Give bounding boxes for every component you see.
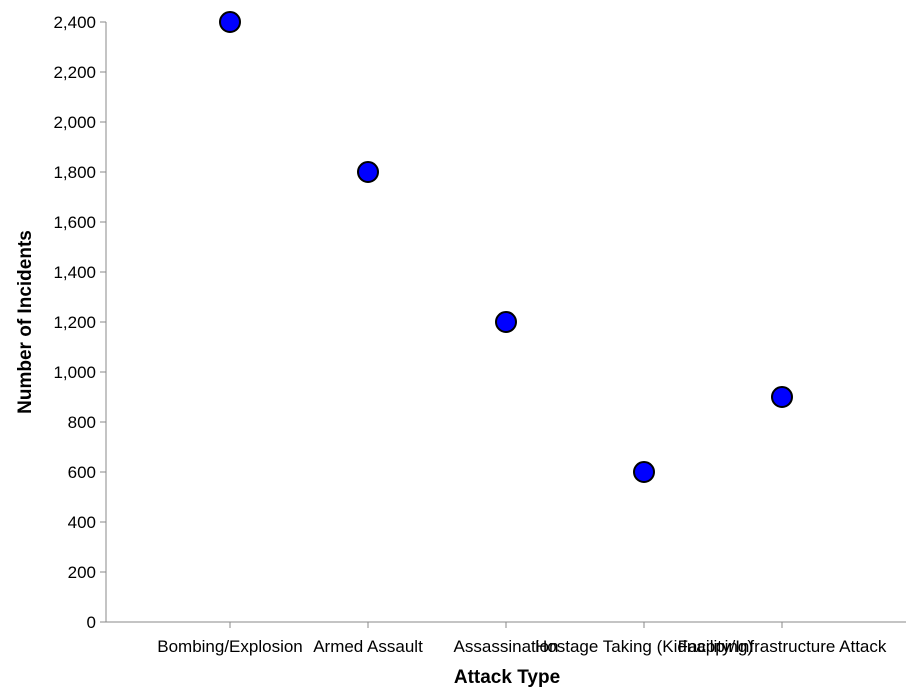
x-tick-label: Armed Assault xyxy=(313,637,423,656)
y-tick-label: 1,000 xyxy=(53,363,96,382)
x-axis-title: Attack Type xyxy=(454,667,560,688)
y-tick-label: 1,200 xyxy=(53,313,96,332)
y-tick-label: 400 xyxy=(68,513,96,532)
y-tick-label: 2,200 xyxy=(53,63,96,82)
y-tick-label: 600 xyxy=(68,463,96,482)
y-tick-label: 200 xyxy=(68,563,96,582)
y-tick-label: 800 xyxy=(68,413,96,432)
x-tick-label: Hostage Taking (Kidnapping) xyxy=(535,637,753,656)
data-point xyxy=(357,161,379,183)
y-tick-label: 0 xyxy=(87,613,96,632)
y-tick-label: 1,400 xyxy=(53,263,96,282)
y-tick-label: 1,600 xyxy=(53,213,96,232)
y-tick-label: 2,000 xyxy=(53,113,96,132)
x-axis: Bombing/Explosion Armed Assault Assassinat… xyxy=(106,621,906,656)
y-axis-title: Number of Incidents xyxy=(15,230,36,414)
x-tick-label: Bombing/Explosion xyxy=(157,637,303,656)
data-point xyxy=(771,386,793,408)
x-tick-label: Facility/Infrastructure Attack xyxy=(678,637,887,656)
data-points xyxy=(219,11,793,483)
x-tick-label: Assassination xyxy=(454,637,559,656)
y-tick-label: 2,400 xyxy=(53,13,96,32)
data-point xyxy=(633,461,655,483)
y-tick-label: 1,800 xyxy=(53,163,96,182)
data-point xyxy=(219,11,241,33)
data-point xyxy=(495,311,517,333)
y-axis: 0 200 400 600 800 1,000 1,200 1,400 1,600 1,800 2,… xyxy=(53,13,107,632)
